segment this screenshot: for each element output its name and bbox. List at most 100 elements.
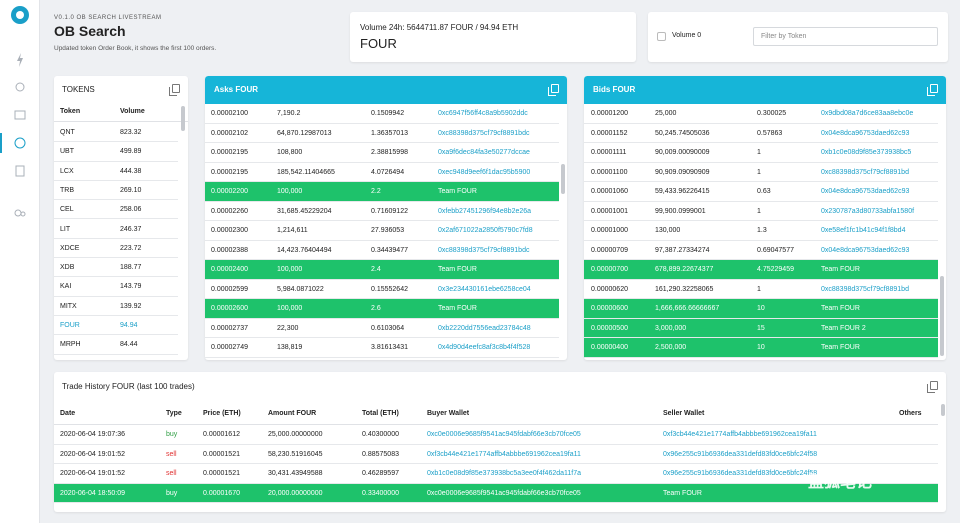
table-cell: 499.89 bbox=[120, 148, 142, 156]
table-cell: 0.00001060 bbox=[591, 188, 628, 195]
table-cell: 0xa9f6dec84fa3e50277dccae bbox=[438, 149, 530, 156]
table-cell: 0.00001521 bbox=[203, 450, 240, 458]
table-cell: 0x230787a3d80733abfa1580f bbox=[821, 207, 915, 215]
table-cell: 0.57863 bbox=[757, 129, 783, 137]
table-cell: 0.00002388 bbox=[211, 246, 248, 254]
table-cell: 0.15552642 bbox=[371, 285, 408, 293]
table-cell: 0.00001001 bbox=[591, 207, 628, 215]
table-cell: 0xc0e0006e9685f9541ac945fdabf66e3cb70fce… bbox=[427, 431, 581, 438]
table-header: Token Volume bbox=[54, 102, 188, 122]
table-cell: 1 bbox=[757, 168, 761, 176]
active-indicator bbox=[0, 133, 2, 153]
table-row: LCX 444.38 bbox=[54, 162, 178, 181]
icon-doc[interactable] bbox=[15, 165, 25, 177]
volume-checkbox[interactable] bbox=[657, 32, 666, 41]
table-cell: 0.300025 bbox=[757, 110, 787, 117]
table-cell: 0x2af671022a2850f5790c7fd8 bbox=[438, 227, 533, 234]
table-cell: 1 bbox=[757, 149, 761, 156]
column-header: Seller Wallet bbox=[663, 410, 705, 417]
table-cell: 185,542.11404665 bbox=[277, 168, 335, 176]
table-cell: 0.40300000 bbox=[362, 431, 399, 438]
volume-card: Volume 24h: 5644711.87 FOUR / 94.94 ETH … bbox=[350, 12, 636, 62]
table-cell: 0x04e8dca96753daed62c93 bbox=[821, 246, 910, 254]
table-row: TRB 269.10 bbox=[54, 181, 178, 201]
table-cell: 2020-06-04 19:01:52 bbox=[60, 450, 125, 458]
table-cell: 14,423.76404494 bbox=[277, 246, 332, 254]
panel-header: Bids FOUR bbox=[584, 76, 946, 104]
copy-button[interactable] bbox=[169, 84, 180, 96]
table-row: 2020-06-04 19:01:52 sell 0.00001521 58,230.… bbox=[54, 445, 938, 464]
table-cell: Team FOUR bbox=[821, 305, 860, 312]
table-cell: FOUR bbox=[60, 322, 80, 329]
table-row: 0.00001111 90,009.00090009 1 0xb1c0e08d9f85… bbox=[584, 143, 938, 163]
copy-button[interactable] bbox=[548, 84, 559, 96]
copy-button[interactable] bbox=[927, 381, 938, 393]
table-cell: XDCE bbox=[60, 244, 80, 252]
icon-users-2 bbox=[20, 211, 26, 217]
copy-button[interactable] bbox=[927, 84, 938, 96]
scrollbar[interactable] bbox=[181, 106, 185, 131]
table-cell: 22,300 bbox=[277, 324, 299, 332]
table-row: 0.00000600 1,666,666.66666667 10 Team FOUR bbox=[584, 299, 938, 319]
table-cell: CEL bbox=[60, 206, 74, 214]
sidebar-icons bbox=[0, 6, 29, 217]
table-cell: Team FOUR bbox=[438, 266, 477, 273]
table-cell: 2,500,000 bbox=[655, 344, 687, 351]
table-cell: 258.06 bbox=[120, 206, 142, 214]
table-cell: 59,433.96226415 bbox=[655, 188, 710, 195]
table-cell: 27.936053 bbox=[371, 227, 405, 234]
scrollbar[interactable] bbox=[941, 404, 945, 416]
table-cell: 0.00002102 bbox=[211, 129, 248, 137]
table-cell: 0.00002260 bbox=[211, 207, 248, 215]
icon-book[interactable] bbox=[14, 110, 26, 120]
table-cell: 0.00002600 bbox=[211, 305, 248, 312]
table-cell: 3.81613431 bbox=[371, 344, 408, 351]
table-cell: 15 bbox=[757, 324, 765, 332]
table-row: 0.00002599 5,984.0871022 0.15552642 0x3e234… bbox=[205, 280, 559, 299]
table-cell: 0x96e255c91b6936dea331defd83fd0ce6bfc24f… bbox=[663, 450, 818, 458]
panel-title: TOKENS bbox=[62, 85, 95, 94]
table-cell: 1 bbox=[757, 207, 761, 215]
icon-clock[interactable] bbox=[14, 137, 26, 149]
table-cell: 139.92 bbox=[120, 302, 142, 310]
table-cell: 97,387.27334274 bbox=[655, 246, 710, 254]
column-header: Total (ETH) bbox=[362, 410, 399, 417]
table-row: 0.00000400 2,500,000 10 Team FOUR bbox=[584, 338, 938, 358]
table-cell: 4.0726494 bbox=[371, 168, 405, 176]
table-cell: 0.00000700 bbox=[591, 266, 628, 273]
table-cell: Team FOUR bbox=[438, 305, 477, 312]
table-cell: 0.00002749 bbox=[211, 344, 248, 351]
icon-flash[interactable] bbox=[17, 53, 23, 67]
table-row: 0.00002100 7,190.2 0.1509942 0xc6947f56ff4c… bbox=[205, 104, 559, 124]
table-cell: 0.6103064 bbox=[371, 324, 405, 332]
table-row: 0.00002200 100,000 2.2 Team FOUR bbox=[205, 182, 559, 202]
table-cell: 0.00001152 bbox=[591, 129, 628, 137]
table-row: 0.00000620 161,290.32258065 1 0xc88398d375c… bbox=[584, 280, 938, 299]
table-cell: 2020-06-04 19:07:36 bbox=[60, 431, 125, 438]
table-cell: 10 bbox=[757, 305, 765, 312]
table-row: FOUR 94.94 bbox=[54, 316, 178, 336]
table-row: 0.00001000 130,000 1.3 0xe58ef1fc1b41c94f1f… bbox=[584, 221, 938, 241]
table-cell: 0.00001100 bbox=[591, 168, 628, 176]
scrollbar[interactable] bbox=[940, 276, 944, 356]
page-title: OB Search bbox=[54, 23, 126, 39]
column-header: Price (ETH) bbox=[203, 410, 241, 417]
table-cell: 0xc6947f56ff4c8a9b5902ddc bbox=[438, 110, 528, 117]
table-cell: 0xb1c0e08d9f85e373938bc5a3ee0f4f462da11f… bbox=[427, 470, 582, 477]
table-row: 0.00002195 185,542.11404665 4.0726494 0xec9… bbox=[205, 163, 559, 182]
icon-pin[interactable] bbox=[15, 82, 25, 92]
table-cell: 99,900.0999001 bbox=[655, 207, 706, 215]
table-cell: 0.00000600 bbox=[591, 305, 628, 312]
table-cell: 0.00002599 bbox=[211, 285, 248, 293]
filter-input[interactable]: Filter by Token bbox=[753, 27, 938, 46]
table-cell: sell bbox=[166, 470, 177, 477]
table-cell: 2.4 bbox=[371, 266, 381, 273]
table-cell: 0x3e234430161ebe6258ce04 bbox=[438, 285, 531, 293]
table-cell: Team FOUR bbox=[438, 188, 477, 195]
table-cell: 0.00000620 bbox=[591, 285, 628, 293]
bids-panel: Bids FOUR 0.00001200 25,000 0.300025 0x9dbd… bbox=[584, 76, 946, 360]
table-row: KAI 143.79 bbox=[54, 277, 178, 297]
table-header: Date Type Price (ETH) Amount FOUR Total (ETH… bbox=[54, 404, 938, 425]
scrollbar[interactable] bbox=[561, 164, 565, 194]
icon-users[interactable] bbox=[14, 209, 22, 217]
